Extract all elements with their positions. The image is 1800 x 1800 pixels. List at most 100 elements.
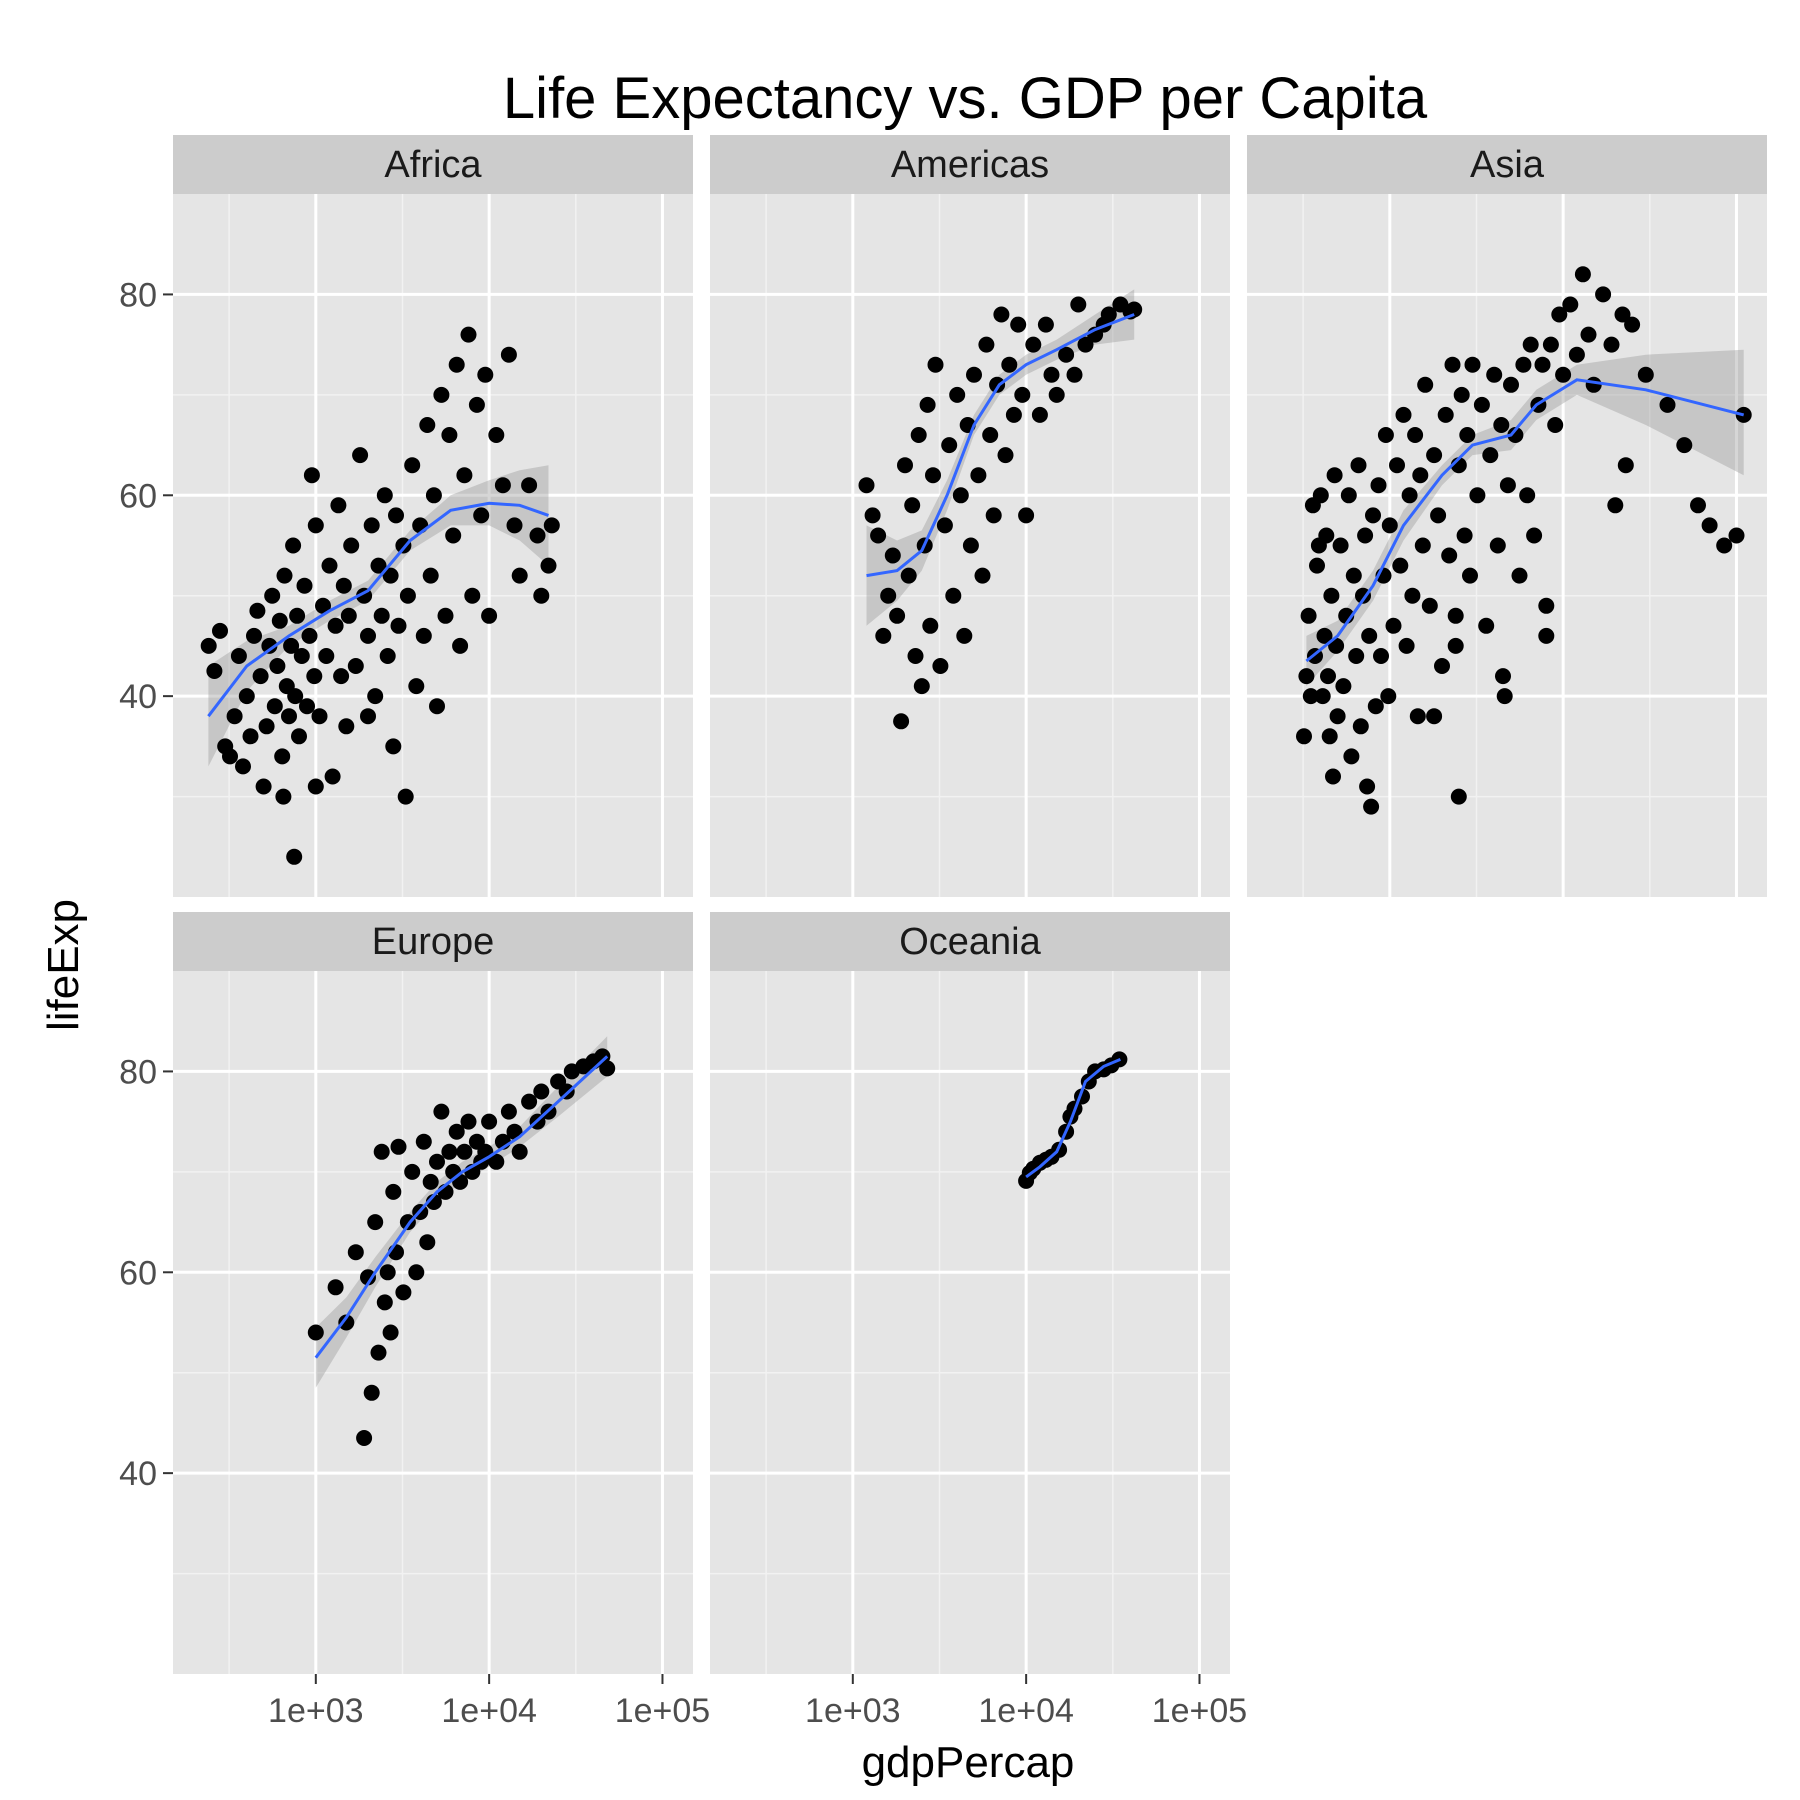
data-point: [897, 457, 913, 474]
data-point: [429, 698, 445, 715]
data-point: [1401, 487, 1418, 504]
data-point: [1430, 507, 1447, 524]
data-point: [340, 607, 357, 624]
data-point: [307, 517, 324, 534]
data-point: [506, 517, 523, 534]
data-point: [315, 597, 331, 614]
data-point: [521, 477, 538, 494]
chart-title: Life Expectancy vs. GDP per Capita: [503, 66, 1428, 131]
data-point: [261, 637, 278, 654]
data-point: [1499, 477, 1516, 494]
data-point: [1637, 366, 1654, 383]
data-point: [1676, 437, 1693, 454]
data-point: [966, 366, 982, 383]
data-point: [970, 467, 987, 484]
data-point: [452, 637, 469, 654]
data-point: [1534, 356, 1551, 373]
data-point: [271, 612, 288, 629]
data-point: [1473, 396, 1490, 413]
data-point: [1340, 487, 1357, 504]
data-point: [521, 1093, 538, 1110]
data-point: [311, 708, 328, 725]
data-point: [1325, 768, 1341, 785]
data-point: [226, 708, 243, 725]
data-point: [429, 1153, 445, 1170]
data-point: [1690, 497, 1706, 514]
data-point: [1507, 427, 1524, 443]
data-point: [919, 396, 936, 413]
data-point: [363, 517, 380, 534]
data-point: [333, 668, 350, 685]
data-point: [1555, 366, 1572, 383]
strip-label-asia: Asia: [1470, 144, 1545, 186]
data-point: [422, 567, 439, 584]
data-point: [388, 507, 404, 524]
data-point: [1496, 688, 1513, 705]
data-point: [1352, 718, 1369, 735]
data-point: [1469, 487, 1486, 504]
data-point: [376, 487, 393, 504]
data-point: [360, 627, 376, 644]
data-point: [993, 306, 1010, 323]
data-point: [982, 427, 999, 443]
y-tick-label: 60: [119, 1254, 157, 1292]
data-point: [1359, 778, 1376, 795]
x-tick-label: 1e+04: [978, 1692, 1074, 1730]
data-point: [1538, 627, 1555, 644]
data-point: [1326, 467, 1343, 484]
data-point: [1381, 517, 1398, 534]
data-point: [1447, 607, 1464, 624]
data-point: [936, 517, 953, 534]
data-point: [477, 366, 494, 383]
data-point: [1580, 326, 1597, 343]
data-point: [363, 1384, 380, 1401]
data-point: [945, 587, 962, 604]
data-point: [296, 577, 313, 594]
data-point: [1377, 427, 1394, 443]
data-point: [276, 567, 293, 584]
data-point: [419, 1234, 436, 1251]
data-point: [1043, 366, 1060, 383]
data-point: [1343, 748, 1360, 765]
data-point: [379, 1264, 396, 1281]
data-point: [1037, 316, 1054, 333]
data-point: [343, 537, 360, 554]
data-point: [1357, 527, 1374, 544]
data-point: [460, 326, 477, 343]
data-point: [306, 668, 323, 685]
data-point: [1367, 698, 1384, 715]
data-point: [1450, 788, 1467, 805]
smooth-line-oceania: [1025, 1058, 1121, 1179]
data-point: [1624, 316, 1641, 333]
data-point: [1526, 527, 1543, 544]
data-point: [1314, 688, 1331, 705]
data-point: [1441, 547, 1458, 564]
data-point: [408, 1264, 425, 1281]
data-point: [385, 1183, 402, 1200]
data-point: [1464, 356, 1481, 373]
y-tick-label: 80: [119, 1053, 157, 1091]
data-point: [870, 527, 887, 544]
data-point: [307, 1324, 324, 1341]
data-point: [448, 356, 465, 373]
data-point: [347, 1244, 364, 1261]
data-point: [404, 1163, 421, 1180]
data-point: [376, 1294, 393, 1311]
data-point: [511, 1143, 528, 1160]
data-point: [390, 1138, 407, 1155]
data-point: [1373, 648, 1389, 664]
data-point: [318, 648, 335, 664]
data-point: [529, 527, 546, 544]
data-point: [338, 718, 355, 735]
data-point: [875, 627, 892, 644]
data-point: [437, 607, 454, 624]
data-point: [1389, 457, 1405, 474]
data-point: [1321, 728, 1338, 745]
data-point: [1312, 487, 1329, 504]
data-point: [255, 778, 272, 795]
data-point: [1462, 567, 1478, 584]
data-point: [907, 648, 924, 664]
data-point: [1426, 708, 1443, 725]
data-point: [1005, 406, 1022, 423]
strip-americas: [710, 135, 1230, 194]
